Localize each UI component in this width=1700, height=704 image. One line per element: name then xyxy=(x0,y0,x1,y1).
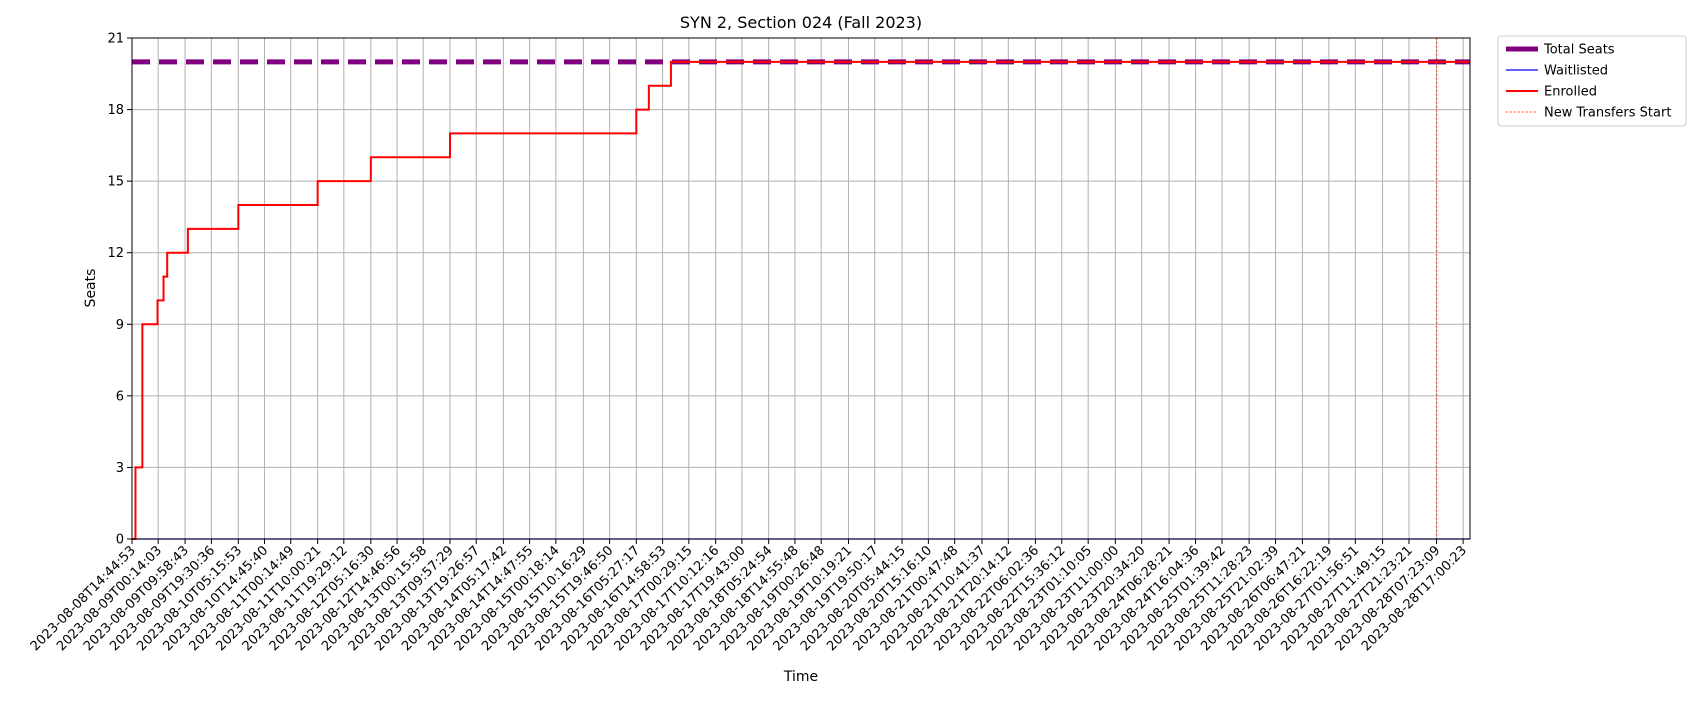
y-tick-label: 12 xyxy=(107,246,124,261)
plot-frame xyxy=(131,37,1471,540)
x-ticks: 2023-08-08T14:44:532023-08-09T00:14:0320… xyxy=(28,539,1470,654)
legend-label-enrolled: Enrolled xyxy=(1544,85,1597,100)
y-tick-label: 18 xyxy=(107,103,124,118)
legend-label-new-transfers-start: New Transfers Start xyxy=(1544,106,1671,121)
legend-label-total-seats: Total Seats xyxy=(1543,43,1615,58)
legend-label-waitlisted: Waitlisted xyxy=(1544,64,1608,79)
x-axis-title: Time xyxy=(783,669,818,685)
series-line-enrolled xyxy=(132,60,1470,540)
legend: Total Seats Waitlisted Enrolled New Transfe… xyxy=(1497,35,1687,127)
y-ticks: 0 3 6 9 12 15 18 21 xyxy=(107,32,132,548)
y-tick-label: 6 xyxy=(116,389,124,404)
y-tick-label: 15 xyxy=(107,175,124,190)
y-axis-title: Seats xyxy=(83,269,99,308)
legend-frame xyxy=(1497,35,1687,127)
chart-title: SYN 2, Section 024 (Fall 2023) xyxy=(680,13,922,32)
y-tick-label: 9 xyxy=(116,318,124,333)
y-tick-label: 21 xyxy=(107,32,124,47)
y-tick-label: 0 xyxy=(116,533,124,548)
y-tick-label: 3 xyxy=(116,461,124,476)
